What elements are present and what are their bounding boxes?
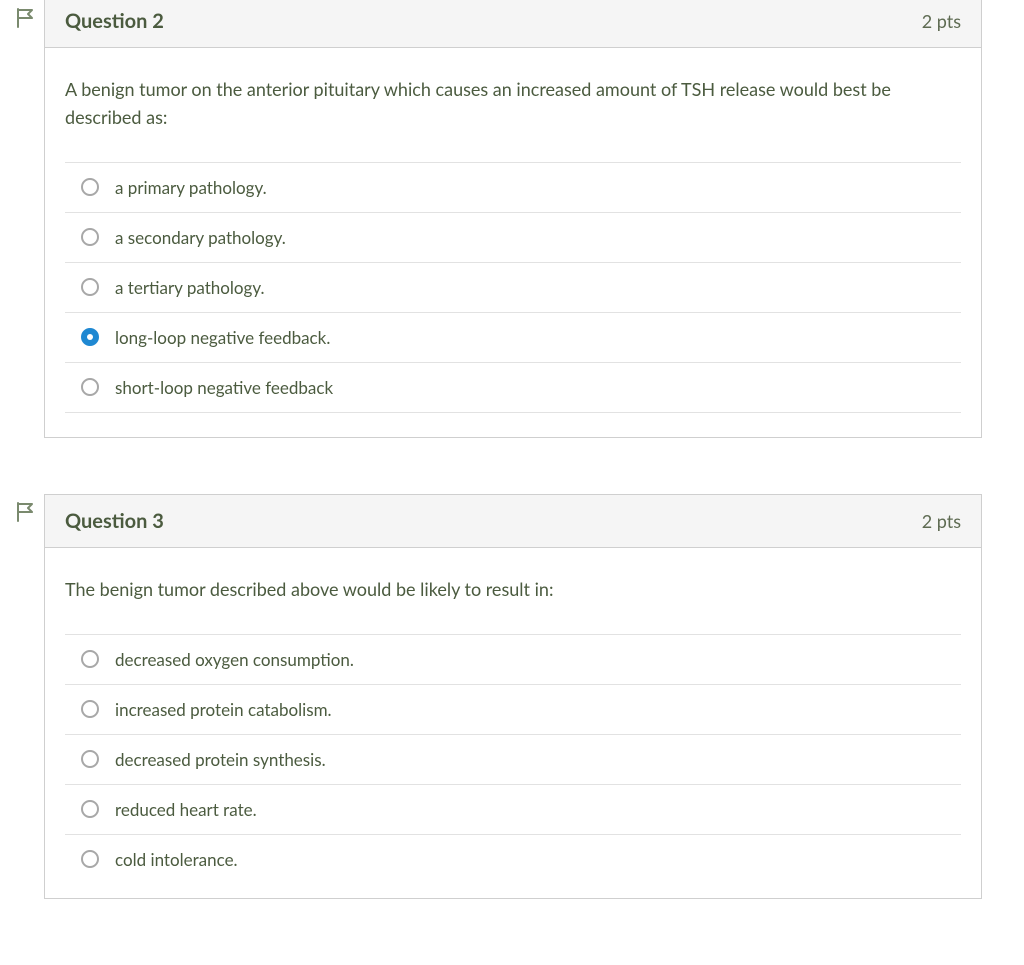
radio-icon[interactable]	[81, 700, 99, 718]
question-points: 2 pts	[922, 10, 961, 32]
question-title: Question 3	[65, 509, 164, 533]
answer-option[interactable]: long-loop negative feedback.	[65, 312, 961, 362]
flag-icon[interactable]	[15, 500, 37, 524]
answer-label: increased protein catabolism.	[115, 699, 332, 720]
answer-option[interactable]: decreased protein synthesis.	[65, 734, 961, 784]
question-card: Question 2 2 pts A benign tumor on the a…	[44, 0, 982, 438]
flag-icon[interactable]	[15, 6, 37, 30]
question-block: Question 3 2 pts The benign tumor descri…	[8, 494, 1024, 899]
answer-option[interactable]: reduced heart rate.	[65, 784, 961, 834]
question-body: The benign tumor described above would b…	[45, 548, 981, 898]
question-header: Question 3 2 pts	[45, 495, 981, 548]
question-card: Question 3 2 pts The benign tumor descri…	[44, 494, 982, 899]
radio-icon[interactable]	[81, 328, 99, 346]
answer-label: decreased protein synthesis.	[115, 749, 326, 770]
answer-option[interactable]: a primary pathology.	[65, 162, 961, 212]
radio-icon[interactable]	[81, 178, 99, 196]
question-points: 2 pts	[922, 510, 961, 532]
answer-option[interactable]: short-loop negative feedback	[65, 362, 961, 413]
question-title: Question 2	[65, 9, 164, 33]
radio-icon[interactable]	[81, 278, 99, 296]
question-header: Question 2 2 pts	[45, 0, 981, 48]
radio-icon[interactable]	[81, 800, 99, 818]
radio-icon[interactable]	[81, 378, 99, 396]
question-body: A benign tumor on the anterior pituitary…	[45, 48, 981, 437]
quiz-container: Question 2 2 pts A benign tumor on the a…	[0, 0, 1024, 899]
radio-icon[interactable]	[81, 850, 99, 868]
answer-list: decreased oxygen consumption. increased …	[65, 634, 961, 874]
answer-option[interactable]: a secondary pathology.	[65, 212, 961, 262]
answer-option[interactable]: cold intolerance.	[65, 834, 961, 874]
answer-label: a tertiary pathology.	[115, 277, 265, 298]
answer-label: decreased oxygen consumption.	[115, 649, 354, 670]
radio-icon[interactable]	[81, 650, 99, 668]
answer-list: a primary pathology. a secondary patholo…	[65, 162, 961, 413]
answer-option[interactable]: decreased oxygen consumption.	[65, 634, 961, 684]
radio-icon[interactable]	[81, 750, 99, 768]
answer-label: reduced heart rate.	[115, 799, 257, 820]
answer-label: short-loop negative feedback	[115, 377, 333, 398]
answer-option[interactable]: a tertiary pathology.	[65, 262, 961, 312]
flag-column	[8, 494, 44, 524]
flag-column	[8, 0, 44, 30]
answer-label: cold intolerance.	[115, 849, 238, 870]
answer-label: long-loop negative feedback.	[115, 327, 330, 348]
answer-label: a secondary pathology.	[115, 227, 286, 248]
question-prompt: The benign tumor described above would b…	[65, 576, 961, 604]
answer-option[interactable]: increased protein catabolism.	[65, 684, 961, 734]
question-prompt: A benign tumor on the anterior pituitary…	[65, 76, 961, 132]
answer-label: a primary pathology.	[115, 177, 267, 198]
question-block: Question 2 2 pts A benign tumor on the a…	[8, 0, 1024, 438]
radio-icon[interactable]	[81, 228, 99, 246]
